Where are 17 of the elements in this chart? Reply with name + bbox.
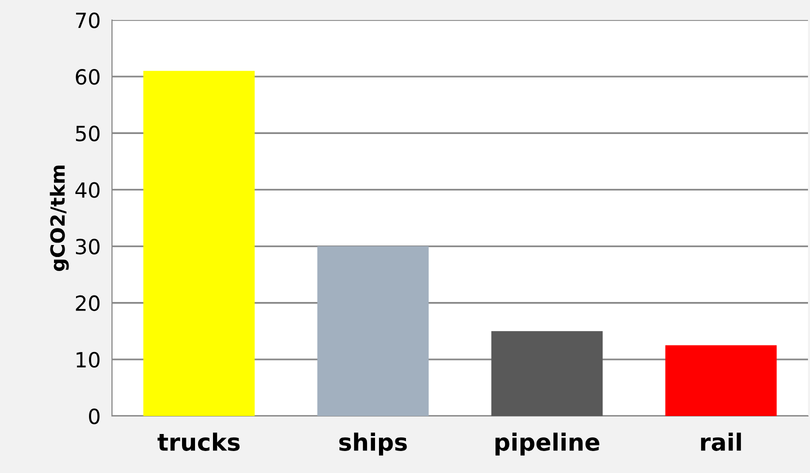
x-tick-label: ships — [339, 432, 407, 456]
x-tick-label: trucks — [158, 432, 240, 451]
y-tick-label: 70 — [76, 12, 100, 28]
x-tick-label: rail — [701, 432, 741, 451]
bar — [317, 246, 429, 416]
y-tick-label: 30 — [76, 238, 100, 254]
y-tick-label: 0 — [89, 408, 100, 424]
y-tick-label: 10 — [76, 352, 100, 368]
y-tick-label: 60 — [76, 69, 100, 85]
y-tick-label: 40 — [75, 182, 100, 198]
bar — [491, 331, 603, 416]
y-axis-title: gCO2/tkm — [50, 166, 69, 272]
y-tick-label: 50 — [76, 126, 100, 142]
y-tick-label: 20 — [76, 295, 100, 312]
bar — [143, 70, 255, 416]
bar — [665, 345, 777, 416]
x-tick-label: pipeline — [496, 432, 600, 456]
